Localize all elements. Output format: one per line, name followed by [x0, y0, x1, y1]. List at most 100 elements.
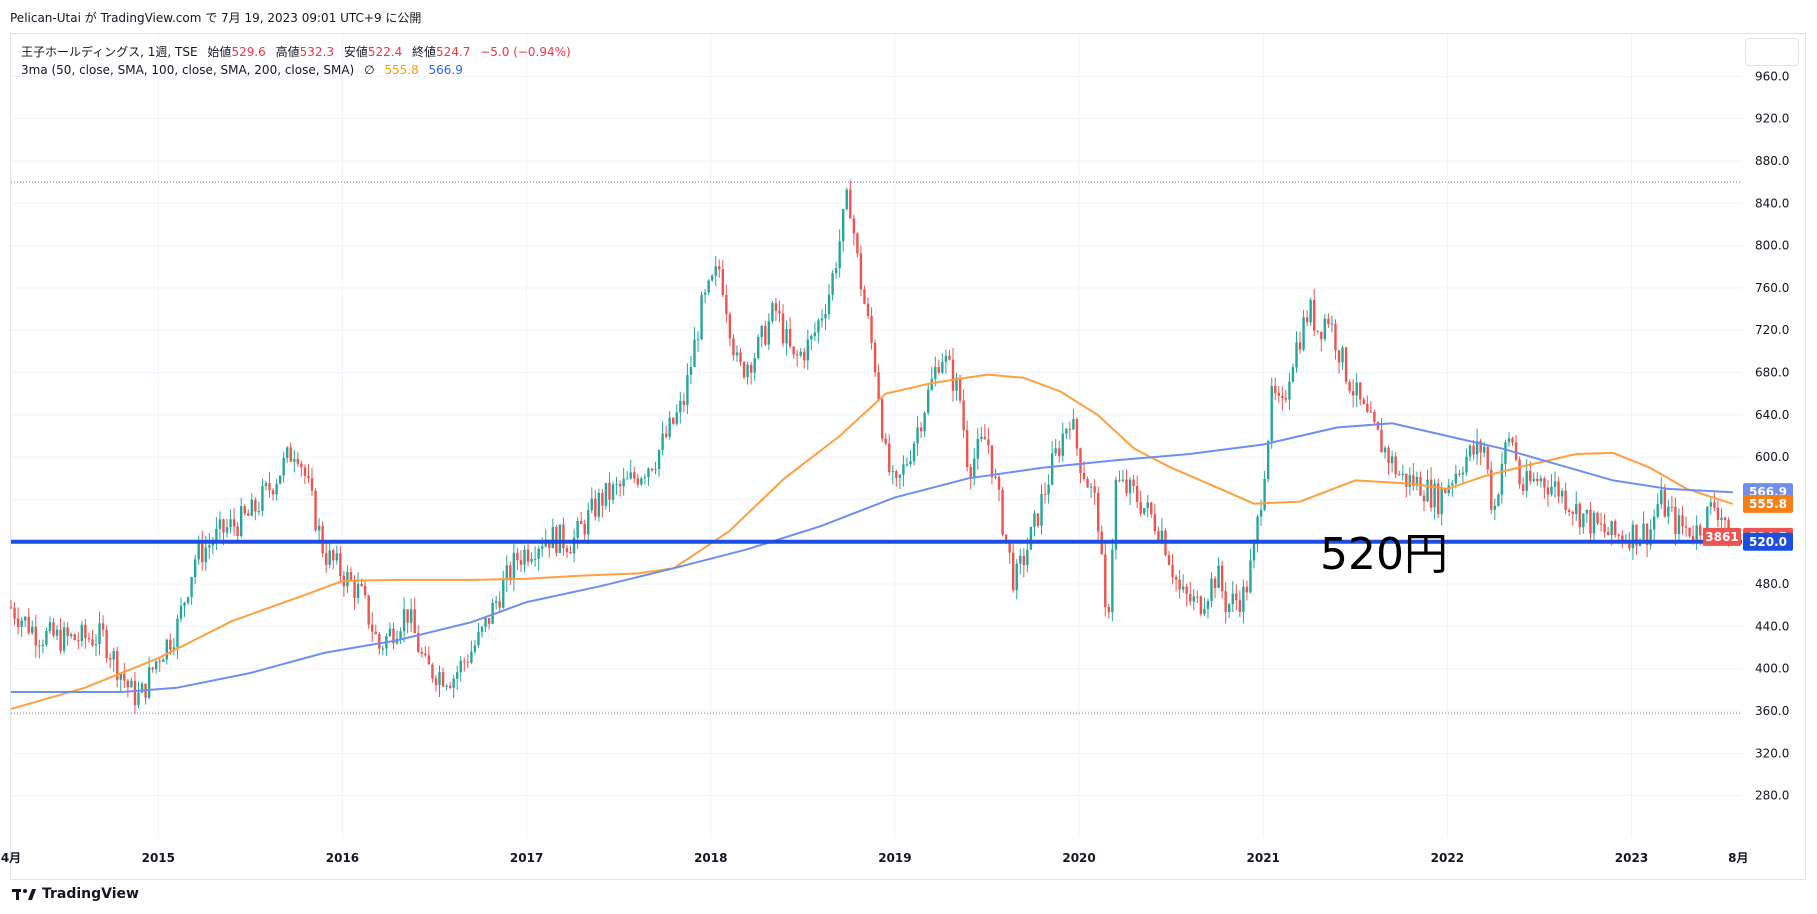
candle-body: [264, 483, 268, 486]
sma-200-line: [11, 422, 1733, 693]
candle-body: [1645, 523, 1649, 545]
candle-body: [1567, 510, 1571, 512]
candle-body: [1341, 347, 1344, 363]
candle-body: [1284, 397, 1288, 400]
candle-body: [438, 672, 441, 686]
candle-body: [983, 436, 987, 440]
candle-body: [1320, 331, 1323, 340]
candle-body: [781, 313, 785, 344]
candle-body: [123, 674, 126, 681]
candle-body: [1720, 517, 1723, 521]
time-tick-label: 2015: [142, 851, 175, 865]
candle-body: [335, 553, 339, 561]
candle-body: [356, 583, 360, 598]
candle-body: [1217, 565, 1220, 589]
candle-body: [1553, 481, 1557, 487]
candle-body: [1242, 586, 1245, 612]
candle-body: [1376, 422, 1380, 430]
candle-body: [973, 458, 976, 479]
candle-body: [1153, 514, 1157, 532]
candle-body: [980, 436, 983, 439]
candle-body: [587, 510, 590, 535]
candle-body: [1479, 441, 1482, 453]
candle-body: [834, 268, 838, 274]
price-tick-label: 880.0: [1755, 154, 1789, 168]
price-axis-settings-button[interactable]: [1745, 38, 1799, 66]
candle-body: [420, 651, 423, 654]
candle-body: [208, 545, 211, 548]
candle-body: [431, 664, 434, 679]
candle-body: [87, 638, 91, 640]
candle-body: [548, 539, 551, 549]
candle-body: [810, 335, 813, 340]
candle-body: [1125, 479, 1128, 494]
candle-body: [275, 483, 278, 495]
candle-body: [1426, 479, 1429, 502]
candle-body: [317, 525, 321, 531]
candle-body: [1536, 478, 1539, 482]
candle-body: [247, 513, 250, 516]
candle-body: [427, 655, 431, 665]
candle-body: [969, 467, 972, 479]
author-name[interactable]: Pelican-Utai: [10, 11, 81, 25]
candle-body: [1691, 536, 1695, 541]
candle-body: [381, 648, 385, 650]
candle-body: [1249, 560, 1252, 593]
candle-body: [934, 367, 937, 379]
time-tick-label: 2018: [694, 851, 727, 865]
candle-body: [1674, 506, 1677, 535]
candle-body: [1355, 382, 1358, 396]
candle-body: [1366, 403, 1369, 412]
candle-body: [66, 627, 69, 636]
candle-body: [654, 469, 657, 471]
change-value: −5.0 (−0.94%): [480, 45, 571, 59]
candle-body: [229, 519, 232, 528]
candle-body: [1327, 318, 1330, 325]
price-tick-label: 840.0: [1755, 196, 1789, 210]
candle-body: [1652, 516, 1656, 530]
candle-body: [640, 478, 643, 485]
candle-body: [700, 294, 703, 340]
candle-body: [374, 631, 377, 635]
candle-body: [27, 616, 30, 633]
candles: [9, 179, 1730, 715]
annotation-text[interactable]: 520円: [1320, 529, 1448, 580]
candle-body: [778, 310, 781, 314]
price-tick-label: 920.0: [1755, 112, 1789, 126]
candle-body: [657, 450, 661, 470]
candle-body: [519, 560, 523, 565]
indicator-title[interactable]: 3ma (50, close, SMA, 100, close, SMA, 20…: [21, 63, 355, 77]
candle-body: [324, 553, 328, 565]
candle-body: [1114, 479, 1118, 550]
candle-body: [601, 492, 604, 506]
candle-body: [1472, 445, 1475, 455]
candle-body: [643, 477, 647, 479]
candle-body: [1656, 504, 1659, 517]
candle-body: [1210, 578, 1213, 601]
candle-body: [866, 303, 870, 316]
grid-lines: [11, 34, 1742, 838]
candle-body: [1072, 419, 1075, 430]
candle-body: [1252, 543, 1256, 561]
candle-body: [735, 352, 739, 356]
indicator-legend: 3ma (50, close, SMA, 100, close, SMA, 20…: [21, 63, 463, 77]
tradingview-logo[interactable]: TradingView: [12, 886, 139, 902]
candle-body: [367, 595, 370, 625]
candle-body: [1405, 473, 1408, 487]
publish-text: が TradingView.com で 7月 19, 2023 09:01 UT…: [84, 11, 422, 25]
price-tick-label: 760.0: [1755, 281, 1789, 295]
candle-body: [1054, 448, 1057, 454]
symbol-title[interactable]: 王子ホールディングス, 1週, TSE: [21, 45, 198, 59]
candle-body: [289, 447, 292, 462]
candle-body: [1614, 521, 1617, 536]
candle-body: [1539, 478, 1543, 482]
candle-body: [186, 597, 190, 603]
candle-body: [590, 498, 593, 511]
candle-body: [296, 458, 300, 464]
candle-body: [303, 467, 307, 476]
candle-body: [1695, 525, 1698, 541]
candle-body: [1560, 490, 1564, 497]
candle-body: [689, 367, 693, 375]
candle-body: [300, 463, 303, 468]
